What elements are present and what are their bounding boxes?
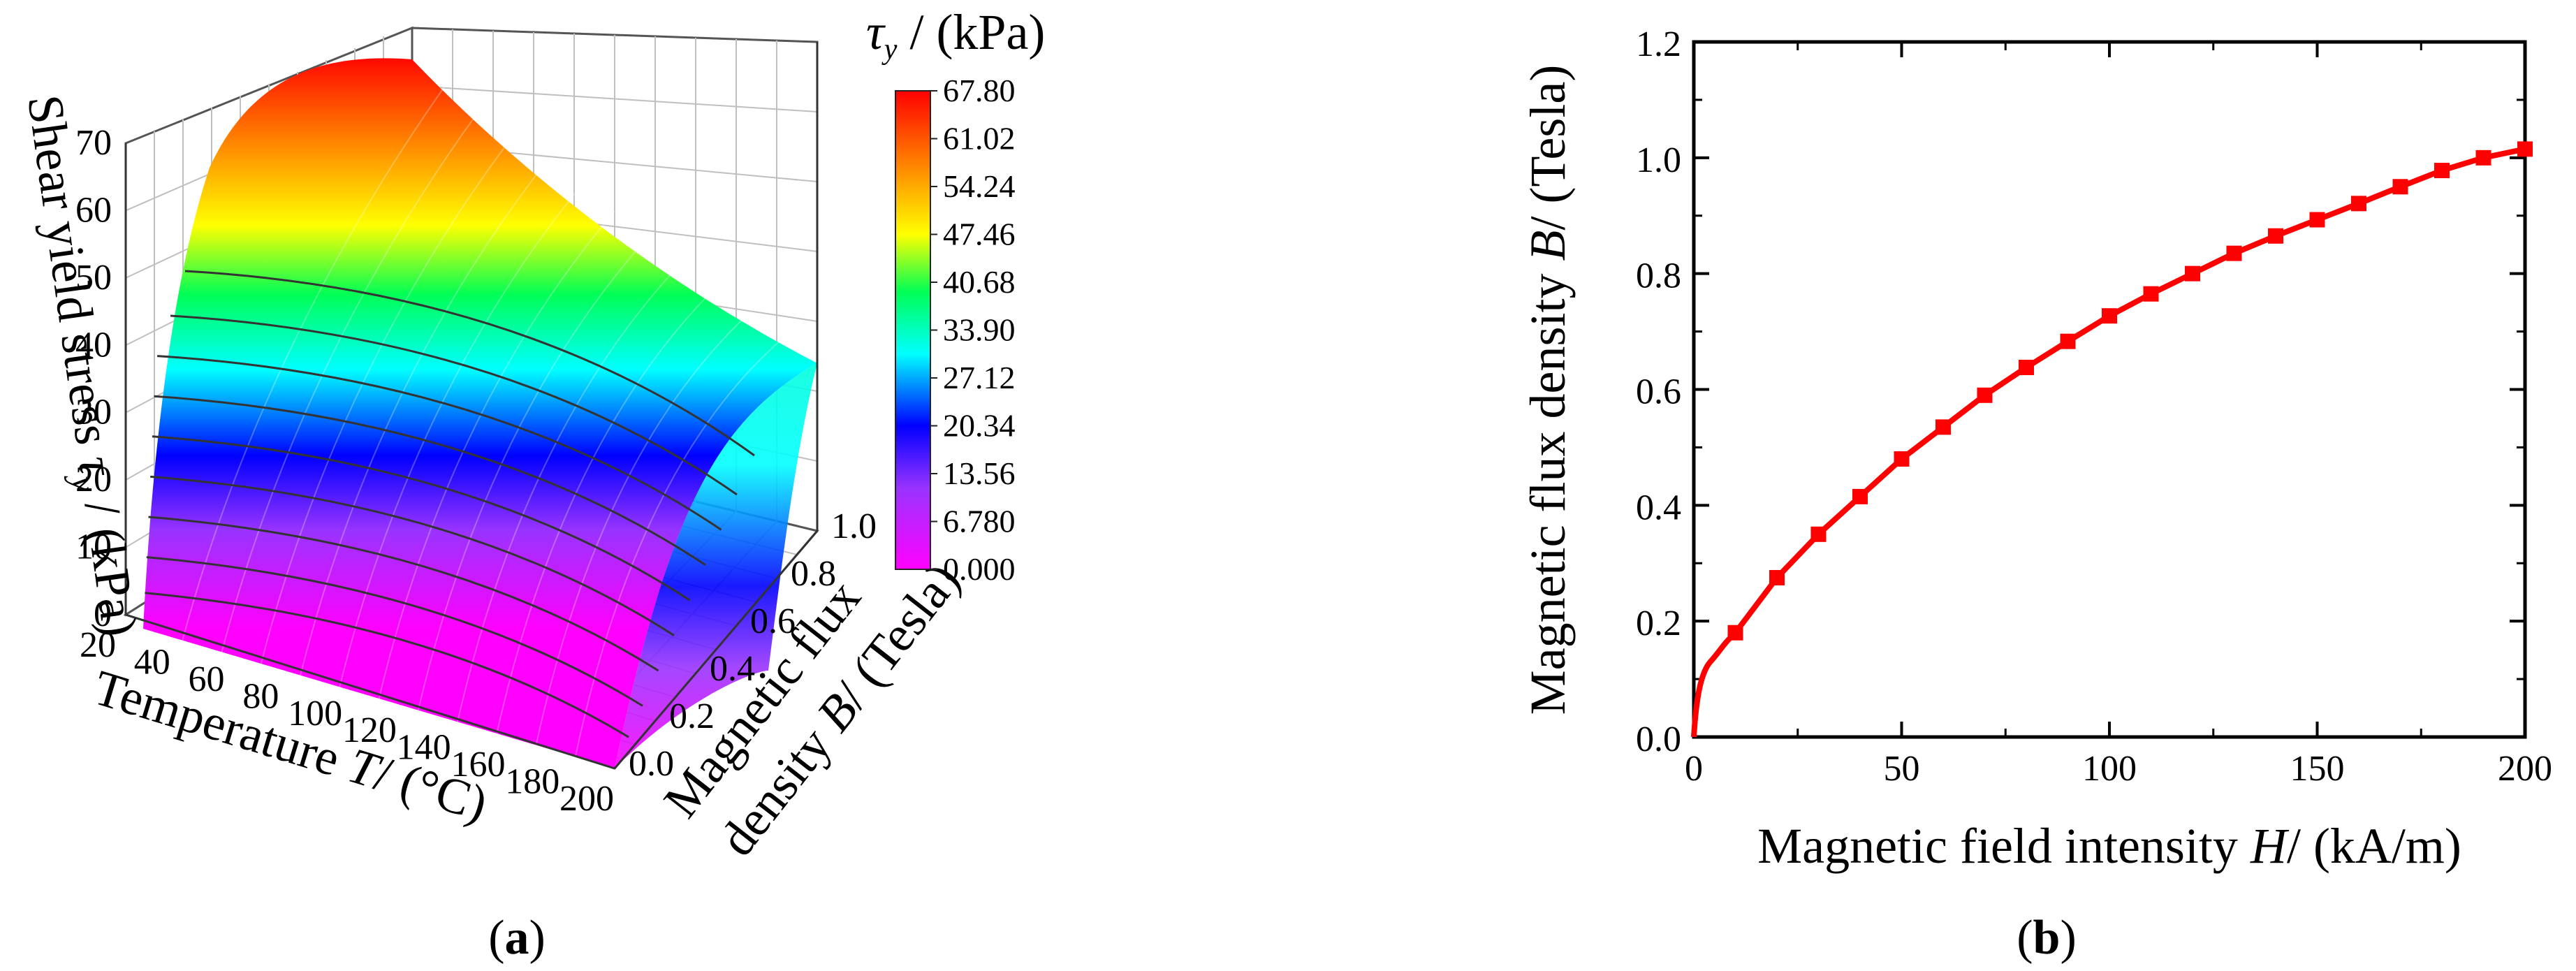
b-x-tick-label: 0 — [1685, 749, 1703, 789]
x-axis-line — [125, 613, 615, 770]
panel-b-caption: (b) — [2017, 911, 2077, 965]
series-marker — [1935, 419, 1951, 435]
z-tick-label: 70 — [75, 123, 112, 163]
series-marker — [2475, 149, 2491, 166]
y-tick-labels: 0.0 0.2 0.4 0.6 0.8 1.0 — [629, 506, 877, 784]
z-tick-label: 60 — [75, 190, 112, 230]
colorbar-tick-label: 61.02 — [943, 121, 1016, 156]
colorbar-tick-label: 0.000 — [943, 551, 1016, 587]
b-x-tick-label: 100 — [2082, 749, 2137, 789]
x-tick-label: 60 — [189, 659, 225, 699]
series-line — [1691, 146, 2526, 738]
series-marker — [1769, 569, 1785, 585]
y-tick-label: 0.6 — [750, 601, 796, 641]
colorbar: τy / (kPa) 67.80 61.02 54.24 47.46 40.68 33.9… — [866, 4, 1045, 587]
x-tick-label: 200 — [559, 779, 614, 819]
colorbar-tick-label: 40.68 — [943, 264, 1016, 300]
series-marker — [1852, 488, 1868, 504]
colorbar-tick-label: 54.24 — [943, 168, 1016, 204]
x-tick-label: 140 — [397, 728, 451, 768]
b-y-axis-title: Magnetic flux density B/ (Tesla) — [1520, 65, 1576, 715]
x-tick-label: 20 — [80, 625, 116, 665]
colorbar-tick-label: 33.90 — [943, 312, 1016, 348]
series-marker — [1810, 526, 1827, 542]
b-y-tick-label: 0.4 — [1636, 488, 1681, 527]
y-tick-label: 0.8 — [791, 554, 836, 594]
series-marker — [1727, 625, 1743, 641]
x-tick-label: 160 — [451, 745, 505, 784]
series-marker — [2268, 228, 2283, 244]
colorbar-gradient — [895, 90, 931, 570]
b-y-tick-label: 1.0 — [1636, 140, 1681, 180]
x-tick-label: 100 — [288, 694, 342, 733]
b-axis-ticks: 0 50 100 150 200 0.0 0.2 0.4 0.6 0.8 1.0 1.2 — [1636, 24, 2552, 789]
series-marker — [2351, 196, 2366, 212]
x-tick-label: 180 — [505, 762, 559, 802]
series-marker — [2019, 359, 2034, 375]
y-tick-label: 0.4 — [710, 649, 755, 689]
z-tick-label: 10 — [75, 527, 112, 567]
surface-right-edge — [615, 363, 817, 768]
b-x-tick-label: 150 — [2290, 749, 2345, 789]
b-x-tick-label: 200 — [2498, 749, 2552, 789]
z-tick-labels: 0 10 20 30 40 50 60 70 — [75, 123, 112, 634]
y-tick-label: 0.0 — [629, 744, 674, 784]
x-tick-label: 80 — [242, 676, 279, 716]
series-marker — [1894, 451, 1910, 467]
series-marker — [2102, 308, 2117, 324]
series-marker — [2309, 212, 2325, 228]
series-marker — [1977, 387, 1993, 403]
z-tick-label: 50 — [75, 258, 112, 298]
x-tick-label: 40 — [134, 642, 170, 682]
z-tick-label: 30 — [75, 393, 112, 432]
series-marker — [2185, 265, 2200, 282]
series-marker — [2060, 333, 2076, 349]
surface-contours — [145, 270, 755, 738]
colorbar-tick-labels: 67.80 61.02 54.24 47.46 40.68 33.90 27.12 20.34… — [930, 73, 1016, 587]
series-markers — [1727, 141, 2533, 641]
colorbar-tick-label: 67.80 — [943, 73, 1016, 108]
b-y-tick-label: 0.0 — [1636, 720, 1681, 759]
b-x-tick-label: 50 — [1884, 749, 1920, 789]
colorbar-tick-label: 13.56 — [943, 455, 1016, 491]
panel-b-line-chart: 0 50 100 150 200 0.0 0.2 0.4 0.6 0.8 1.0 1.2 Magnet… — [1520, 24, 2552, 965]
colorbar-tick-label: 47.46 — [943, 217, 1016, 252]
series-marker — [2517, 141, 2533, 157]
b-y-tick-label: 0.2 — [1636, 604, 1681, 643]
z-tick-label: 0 — [94, 594, 112, 634]
colorbar-tick-label: 20.34 — [943, 408, 1016, 444]
b-y-tick-label: 1.2 — [1636, 24, 1681, 64]
y-tick-label: 1.0 — [831, 506, 877, 546]
b-y-tick-label: 0.6 — [1636, 372, 1681, 412]
colorbar-tick-label: 27.12 — [943, 360, 1016, 395]
z-tick-label: 40 — [75, 325, 112, 365]
colorbar-tick-label: 6.780 — [943, 504, 1016, 539]
x-tick-label: 120 — [342, 710, 397, 750]
plot-frame — [1692, 40, 2527, 739]
series-marker — [2143, 286, 2159, 302]
panel-a-caption: (a) — [488, 911, 546, 965]
colorbar-title: τy / (kPa) — [866, 4, 1045, 66]
b-x-axis-title: Magnetic field intensity H/ (kA/m) — [1757, 818, 2461, 874]
y-tick-label: 0.2 — [669, 696, 715, 736]
series-marker — [2226, 245, 2242, 261]
series-marker — [2392, 179, 2408, 195]
x-tick-labels: 20 40 60 80 100 120 140 160 180 200 — [80, 625, 614, 819]
y-axis-line — [613, 530, 819, 769]
b-y-tick-label: 0.8 — [1636, 256, 1681, 296]
z-tick-label: 20 — [75, 460, 112, 499]
series-marker — [2434, 163, 2450, 179]
